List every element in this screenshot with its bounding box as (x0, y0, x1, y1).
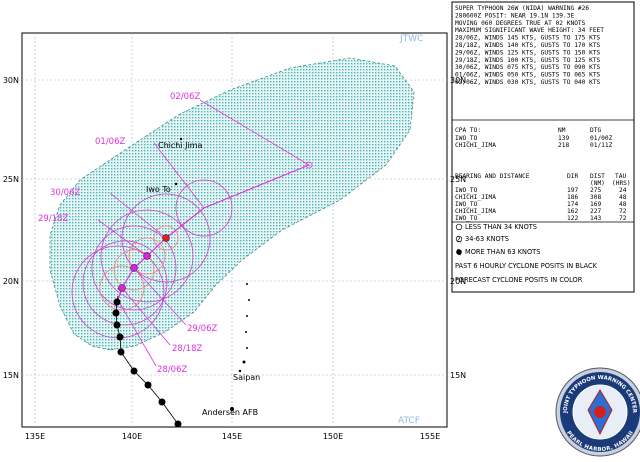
watermark: JTWC (399, 34, 423, 44)
bearing-cell: 308 (590, 194, 601, 201)
legend-symbols (455, 223, 463, 256)
forecast-time-label: 28/06Z (157, 365, 187, 375)
bearing-cell: 162 (567, 208, 578, 215)
bearing-cell: IWO_TO (455, 187, 478, 194)
cpa-cell: IWO_TO (455, 135, 478, 142)
bearing-cell: 143 (590, 215, 601, 222)
cpa-cell: 139 (558, 135, 569, 142)
forecast-time-label: 01/06Z (95, 137, 125, 147)
islands (174, 137, 250, 411)
bearing-header: DIST (590, 173, 605, 180)
lat-label-left: 30N (3, 76, 19, 85)
inner-radii (99, 225, 179, 311)
bearing-cell: CHICHI_JIMA (455, 194, 496, 201)
cpa-header: CPA TO: (455, 127, 481, 134)
legend-text: FORECAST CYCLONE POSITS IN COLOR (455, 276, 583, 284)
lat-label-right: 25N (450, 175, 466, 184)
past-track (115, 295, 179, 425)
map-body (22, 33, 447, 427)
place-label: Chichi Jima (158, 141, 202, 150)
forecast-time-label: 29/18Z (38, 214, 68, 224)
bearing-header: BEARING AND DISTANCE (455, 173, 530, 180)
lat-label-right: 20N (450, 277, 466, 286)
lat-label-right: 15N (450, 371, 466, 380)
info-line: SUPER TYPHOON 26W (NIDA) WARNING #26 (455, 5, 589, 12)
place-label: Saipan (233, 373, 260, 382)
info-line: 02/06Z, WINDS 030 KTS, GUSTS TO 040 KTS (455, 79, 601, 86)
bearing-cell: 174 (567, 201, 578, 208)
cpa-cell: 01/00Z (590, 135, 613, 142)
bearing-cell: 48 (619, 194, 627, 201)
info-line: 01/06Z, WINDS 050 KTS, GUSTS TO 065 KTS (455, 72, 601, 79)
place-label: Iwo To (146, 185, 171, 194)
label-leaders (97, 99, 310, 367)
legend-text: 34-63 KNOTS (465, 235, 509, 243)
bearing-cell: 169 (590, 201, 601, 208)
bearing-cell: 227 (590, 208, 601, 215)
bearing-cell: 122 (567, 215, 578, 222)
bearing-cell: 72 (619, 208, 627, 215)
info-line: MAXIMUM SIGNIFICANT WAVE HEIGHT: 34 FEET (455, 27, 604, 34)
forecast-time-label: 28/18Z (172, 344, 202, 354)
legend-text: MORE THAN 63 KNOTS (465, 248, 540, 256)
bearing-header: DIR (567, 173, 578, 180)
jtwc-seal (555, 367, 640, 457)
bearing-cell: CHICHI_JIMA (455, 208, 496, 215)
bearing-cell: IWO_TO (455, 215, 478, 222)
lon-label: 140E (122, 432, 142, 441)
lat-label-left: 25N (3, 175, 19, 184)
info-line: 28/06Z, WINDS 145 KTS, GUSTS TO 175 KTS (455, 35, 601, 42)
cpa-header: NM (558, 127, 566, 134)
bearing-cell: 186 (567, 194, 578, 201)
bearing-unit: (HRS) (612, 180, 631, 187)
bearing-unit: (NM) (590, 180, 605, 187)
cpa-cell: 218 (558, 142, 569, 149)
lat-label-right: 30N (450, 76, 466, 85)
lat-label-left: 15N (3, 371, 19, 380)
info-panel (451, 1, 635, 293)
forecast-positions (118, 234, 170, 292)
lon-label: 150E (323, 432, 343, 441)
past-positions (112, 298, 182, 427)
legend-text: LESS THAN 34 KNOTS (465, 223, 537, 231)
info-line: 28/18Z, WINDS 140 KTS, GUSTS TO 170 KTS (455, 42, 601, 49)
cpa-cell: 01/11Z (590, 142, 613, 149)
bearing-cell: 24 (619, 187, 627, 194)
bearing-cell: IWO_TO (455, 201, 478, 208)
info-line: 29/06Z, WINDS 125 KTS, GUSTS TO 150 KTS (455, 49, 601, 56)
lat-label-left: 20N (3, 277, 19, 286)
forecast-time-label: 02/06Z (170, 92, 200, 102)
cpa-cell: CHICHI_JIMA (455, 142, 496, 149)
forecast-time-label: 30/06Z (50, 188, 80, 198)
bearing-cell: 275 (590, 187, 601, 194)
bearing-header: TAU (615, 173, 626, 180)
cpa-header: DTG (590, 127, 601, 134)
panel-separators (452, 119, 634, 223)
bearing-cell: 72 (619, 215, 627, 222)
info-line: 30/06Z, WINDS 075 KTS, GUSTS TO 090 KTS (455, 64, 601, 71)
info-line: 280600Z POSIT: NEAR 19.1N 139.3E (455, 12, 574, 19)
watermark: ATCF (398, 416, 420, 426)
place-label: Andersen AFB (202, 408, 258, 417)
lon-label: 145E (222, 432, 242, 441)
bearing-cell: 48 (619, 201, 627, 208)
legend-text: PAST 6 HOURLY CYCLONE POSITS IN BLACK (455, 262, 598, 270)
lon-label: 155E (420, 432, 440, 441)
forecast-time-label: 29/06Z (187, 324, 217, 334)
info-line: 29/18Z, WINDS 100 KTS, GUSTS TO 125 KTS (455, 57, 601, 64)
lon-label: 135E (25, 432, 45, 441)
bearing-cell: 197 (567, 187, 578, 194)
info-line: MOVING 060 DEGREES TRUE AT 02 KNOTS (455, 20, 586, 27)
